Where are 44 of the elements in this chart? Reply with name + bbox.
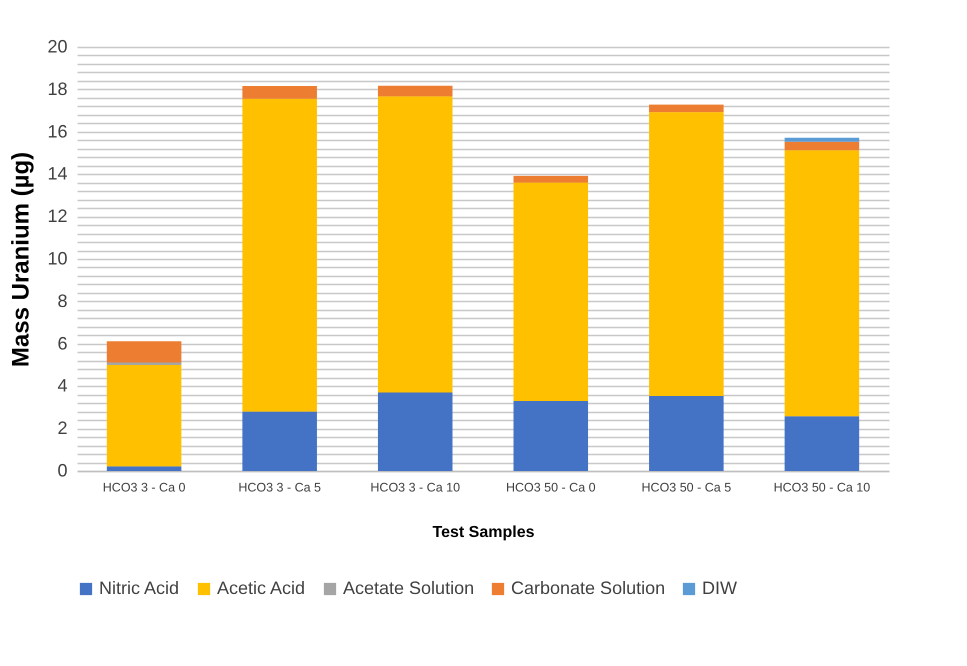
bar	[514, 182, 588, 402]
y-tick-label: 14	[47, 164, 68, 184]
x-tick-label: HCO3 3 - Ca 0	[102, 480, 186, 494]
legend-label: DIW	[702, 578, 737, 598]
y-tick-label: 0	[57, 460, 68, 480]
y-tick-label: 12	[47, 206, 68, 226]
x-tick-label: HCO3 50 - Ca 5	[642, 480, 732, 494]
y-axis-title: Mass Uranium (µg)	[7, 152, 34, 368]
legend-label: Acetic Acid	[217, 578, 306, 598]
bar	[784, 416, 860, 471]
bar	[242, 98, 317, 412]
y-tick-label: 2	[57, 418, 68, 438]
x-tick-label: HCO3 3 - Ca 10	[370, 480, 460, 494]
bar	[242, 86, 317, 99]
bar	[649, 396, 724, 471]
legend-label: Nitric Acid	[99, 578, 180, 598]
bar	[514, 176, 588, 183]
legend-label: Carbonate Solution	[511, 578, 666, 598]
bar	[106, 466, 182, 471]
y-tick-label: 18	[47, 78, 68, 99]
bar	[106, 365, 182, 466]
y-tick-label: 8	[57, 290, 68, 311]
y-tick-label: 4	[57, 376, 68, 396]
x-tick-label: HCO3 50 - Ca 10	[774, 480, 870, 494]
x-axis-title: Test Samples	[432, 524, 535, 541]
bar	[106, 341, 182, 362]
bar	[784, 138, 860, 142]
bar	[649, 104, 724, 112]
bar	[378, 86, 452, 96]
bar	[378, 392, 452, 471]
bar	[649, 112, 724, 396]
x-tick-label: HCO3 50 - Ca 0	[506, 480, 596, 494]
bar	[242, 412, 317, 471]
y-tick-label: 10	[47, 248, 68, 268]
bar	[784, 142, 860, 150]
y-tick-label: 16	[47, 121, 68, 142]
x-tick-label: HCO3 3 - Ca 5	[238, 480, 322, 494]
bar	[378, 96, 452, 393]
bar	[784, 150, 860, 416]
bar	[514, 401, 588, 471]
bar	[106, 362, 182, 365]
legend-label: Acetate Solution	[343, 578, 474, 598]
y-tick-label: 6	[57, 333, 68, 354]
y-tick-label: 20	[47, 36, 68, 56]
